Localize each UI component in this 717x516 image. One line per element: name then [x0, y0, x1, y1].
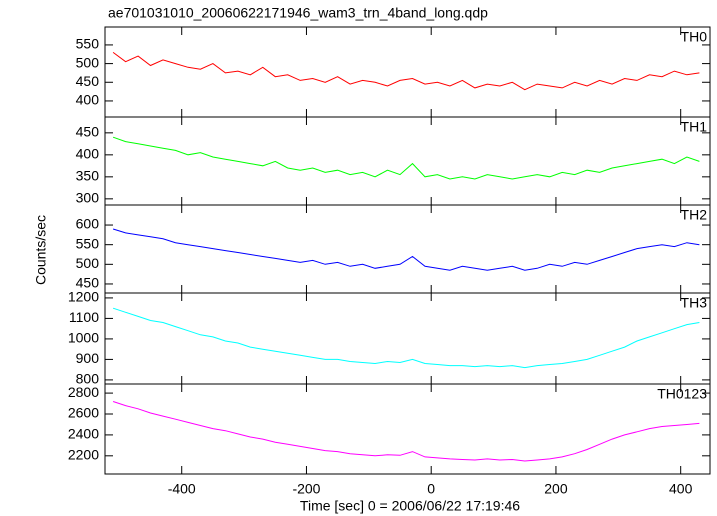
y-axis-label: Counts/sec — [33, 215, 49, 285]
y-tick-label: 2200 — [68, 447, 99, 463]
y-tick-label: 400 — [76, 92, 100, 108]
panel-label: TH3 — [681, 295, 708, 311]
y-tick-label: 2800 — [68, 384, 99, 400]
chart-title: ae701031010_20060622171946_wam3_trn_4ban… — [108, 5, 488, 21]
y-tick-label: 2600 — [68, 405, 99, 421]
y-tick-label: 500 — [76, 255, 100, 271]
panel-label: TH2 — [681, 207, 708, 223]
y-tick-label: 900 — [76, 350, 100, 366]
x-tick-label: -400 — [168, 481, 196, 497]
panel-label: TH0 — [681, 29, 708, 45]
data-line — [112, 136, 700, 180]
y-tick-label: 450 — [76, 124, 100, 140]
y-tick-label: 400 — [76, 146, 100, 162]
y-tick-label: 1200 — [68, 289, 99, 305]
panel-frame — [104, 383, 711, 475]
y-tick-label: 1100 — [69, 309, 99, 325]
y-tick-label: 450 — [76, 275, 100, 291]
y-tick-label: 450 — [76, 73, 100, 89]
y-tick-label: 550 — [76, 36, 100, 52]
x-tick-label: 0 — [427, 481, 435, 497]
y-tick-label: 500 — [76, 54, 100, 70]
x-tick-label: 200 — [544, 481, 568, 497]
panel-label: TH1 — [681, 119, 708, 135]
x-tick-label: -200 — [292, 481, 320, 497]
panel-frame — [104, 292, 711, 385]
panel-frame — [104, 204, 711, 294]
y-tick-label: 800 — [76, 371, 100, 387]
data-line — [112, 228, 700, 271]
data-line — [112, 401, 700, 462]
y-tick-label: 350 — [76, 168, 100, 184]
data-line — [112, 51, 700, 91]
y-tick-label: 600 — [76, 216, 100, 232]
x-tick-label: 400 — [669, 481, 693, 497]
panel-label: TH0123 — [657, 386, 707, 402]
y-tick-label: 1000 — [68, 330, 99, 346]
panel-frame — [104, 26, 711, 118]
y-tick-label: 2400 — [68, 426, 99, 442]
y-tick-label: 550 — [76, 235, 100, 251]
panel-frame — [104, 116, 711, 206]
x-axis-label: Time [sec] 0 = 2006/06/22 17:19:46 — [300, 498, 520, 514]
y-tick-label: 300 — [76, 190, 100, 206]
data-line — [112, 307, 700, 369]
